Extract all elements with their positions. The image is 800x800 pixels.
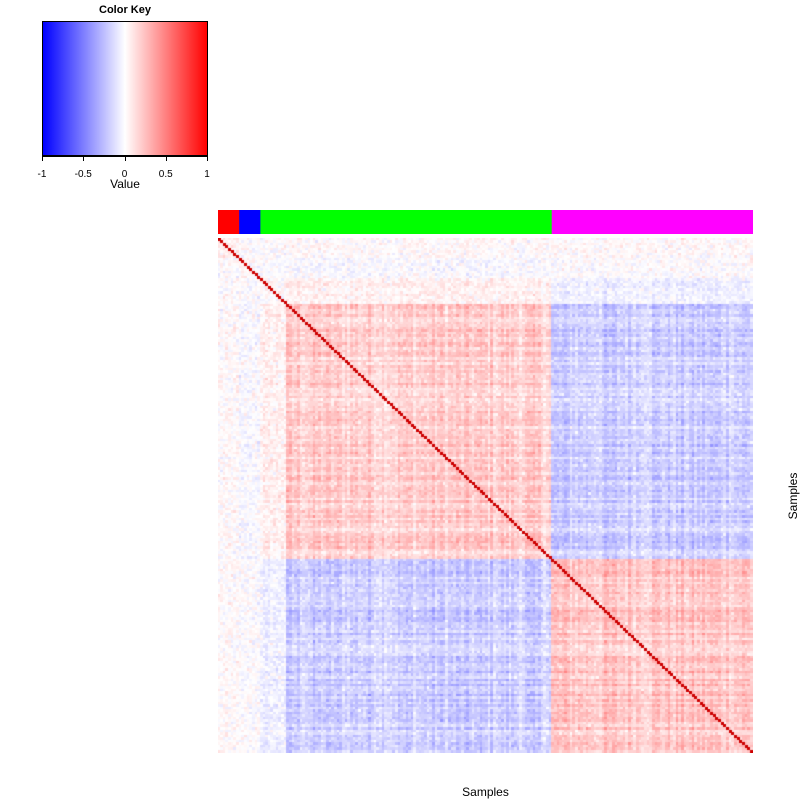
color-key-tick-mark — [42, 156, 43, 161]
color-key-tick-mark — [83, 156, 85, 161]
color-key-axis — [42, 156, 208, 162]
group-bar-group-3 — [260, 210, 553, 234]
group-bar-group-4 — [551, 210, 753, 234]
x-axis-label: Samples — [462, 785, 509, 799]
color-key-tick-label: 1 — [204, 169, 210, 180]
group-bar-group-2 — [239, 210, 261, 234]
color-key-label: Value — [110, 177, 140, 191]
color-key-gradient — [42, 21, 208, 156]
color-key-tick-label: -0.5 — [74, 169, 92, 180]
color-key-tick-label: -1 — [37, 169, 47, 180]
color-key-tick-mark — [207, 156, 208, 161]
color-key-tick-mark — [165, 156, 167, 161]
color-key-tick-label: 0.5 — [158, 169, 173, 180]
group-color-bar — [218, 210, 753, 234]
color-key-tick-label: 0 — [121, 169, 128, 180]
group-bar-group-1 — [218, 210, 240, 234]
y-axis-label: Samples — [786, 472, 800, 520]
color-key-title: Color Key — [99, 4, 151, 16]
correlation-heatmap — [218, 238, 753, 753]
color-key-tick-mark — [124, 156, 126, 161]
